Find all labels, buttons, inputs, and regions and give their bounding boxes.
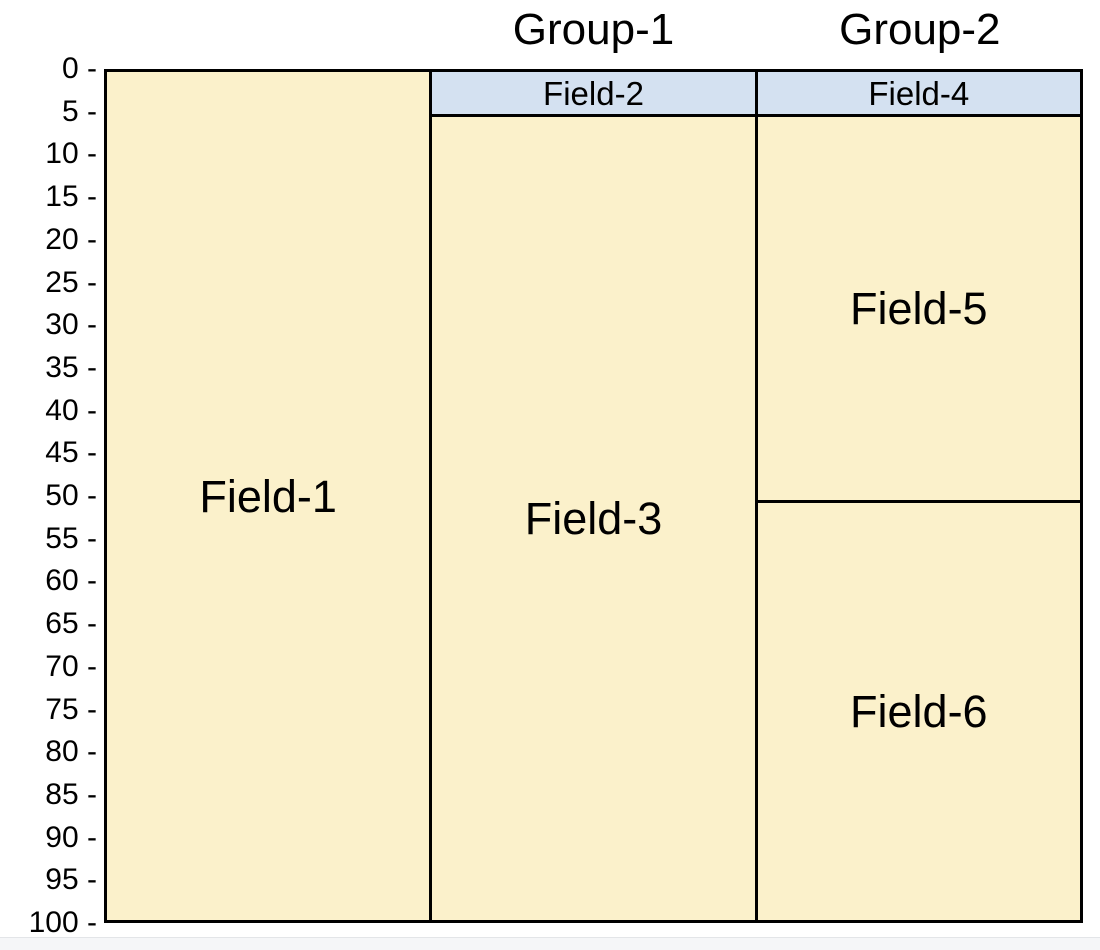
column-1: Field-1: [107, 72, 430, 920]
segment-label: Field-3: [524, 493, 663, 545]
group-header-empty: [104, 2, 430, 58]
segment-field-5: Field-5: [757, 114, 1080, 501]
y-tick-label: 60 -: [45, 564, 97, 598]
y-tick-label: 0 -: [61, 52, 97, 85]
window-footer-strip: [0, 937, 1100, 950]
y-tick-label: 50 -: [45, 479, 97, 512]
y-axis: 0 - 5 - 10 - 15 - 20 - 25 - 30 - 35 - 40 - 45 - 50…: [0, 54, 97, 938]
segment-label: Field-1: [199, 470, 337, 522]
y-tick-label: 5 -: [61, 94, 97, 128]
segment-field-3: Field-3: [432, 114, 755, 920]
y-tick-label: 95 -: [45, 863, 97, 897]
y-tick-label: 65 -: [45, 607, 97, 641]
y-tick-label: 25 -: [45, 265, 97, 299]
segment-label: Field-4: [868, 74, 970, 112]
y-tick-label: 30 -: [45, 308, 97, 342]
y-tick-label: 40 -: [45, 393, 97, 427]
column-3: Field-4 Field-5 Field-6: [754, 72, 1080, 920]
y-tick-label: 15 -: [45, 180, 97, 214]
y-tick-label: 35 -: [45, 350, 97, 384]
segment-field-2: Field-2: [432, 72, 755, 115]
y-tick-label: 55 -: [45, 521, 97, 555]
segment-label: Field-5: [850, 283, 988, 335]
segment-field-4: Field-4: [757, 72, 1080, 115]
segment-field-6: Field-6: [757, 500, 1080, 920]
y-tick-label: 85 -: [45, 777, 97, 811]
segment-field-1: Field-1: [107, 72, 430, 920]
group-header-group-1: Group-1: [512, 5, 675, 54]
y-tick-label: 70 -: [45, 649, 97, 683]
group-headers: Group-1 Group-2: [104, 2, 1083, 58]
segment-label: Field-6: [850, 686, 988, 738]
group-header-group-2: Group-2: [839, 5, 1001, 54]
y-tick-label: 100 -: [28, 906, 97, 939]
y-tick-label: 20 -: [45, 222, 97, 256]
y-tick-label: 80 -: [45, 735, 97, 769]
y-tick-label: 45 -: [45, 436, 97, 470]
column-2: Field-2 Field-3: [429, 72, 755, 920]
segment-label: Field-2: [543, 74, 644, 112]
y-tick-label: 10 -: [45, 137, 97, 171]
y-tick-label: 90 -: [45, 820, 97, 854]
y-tick-label: 75 -: [45, 692, 97, 726]
plot-area: Field-1 Field-2 Field-3 Field-4 Field-5 Field…: [104, 69, 1083, 923]
